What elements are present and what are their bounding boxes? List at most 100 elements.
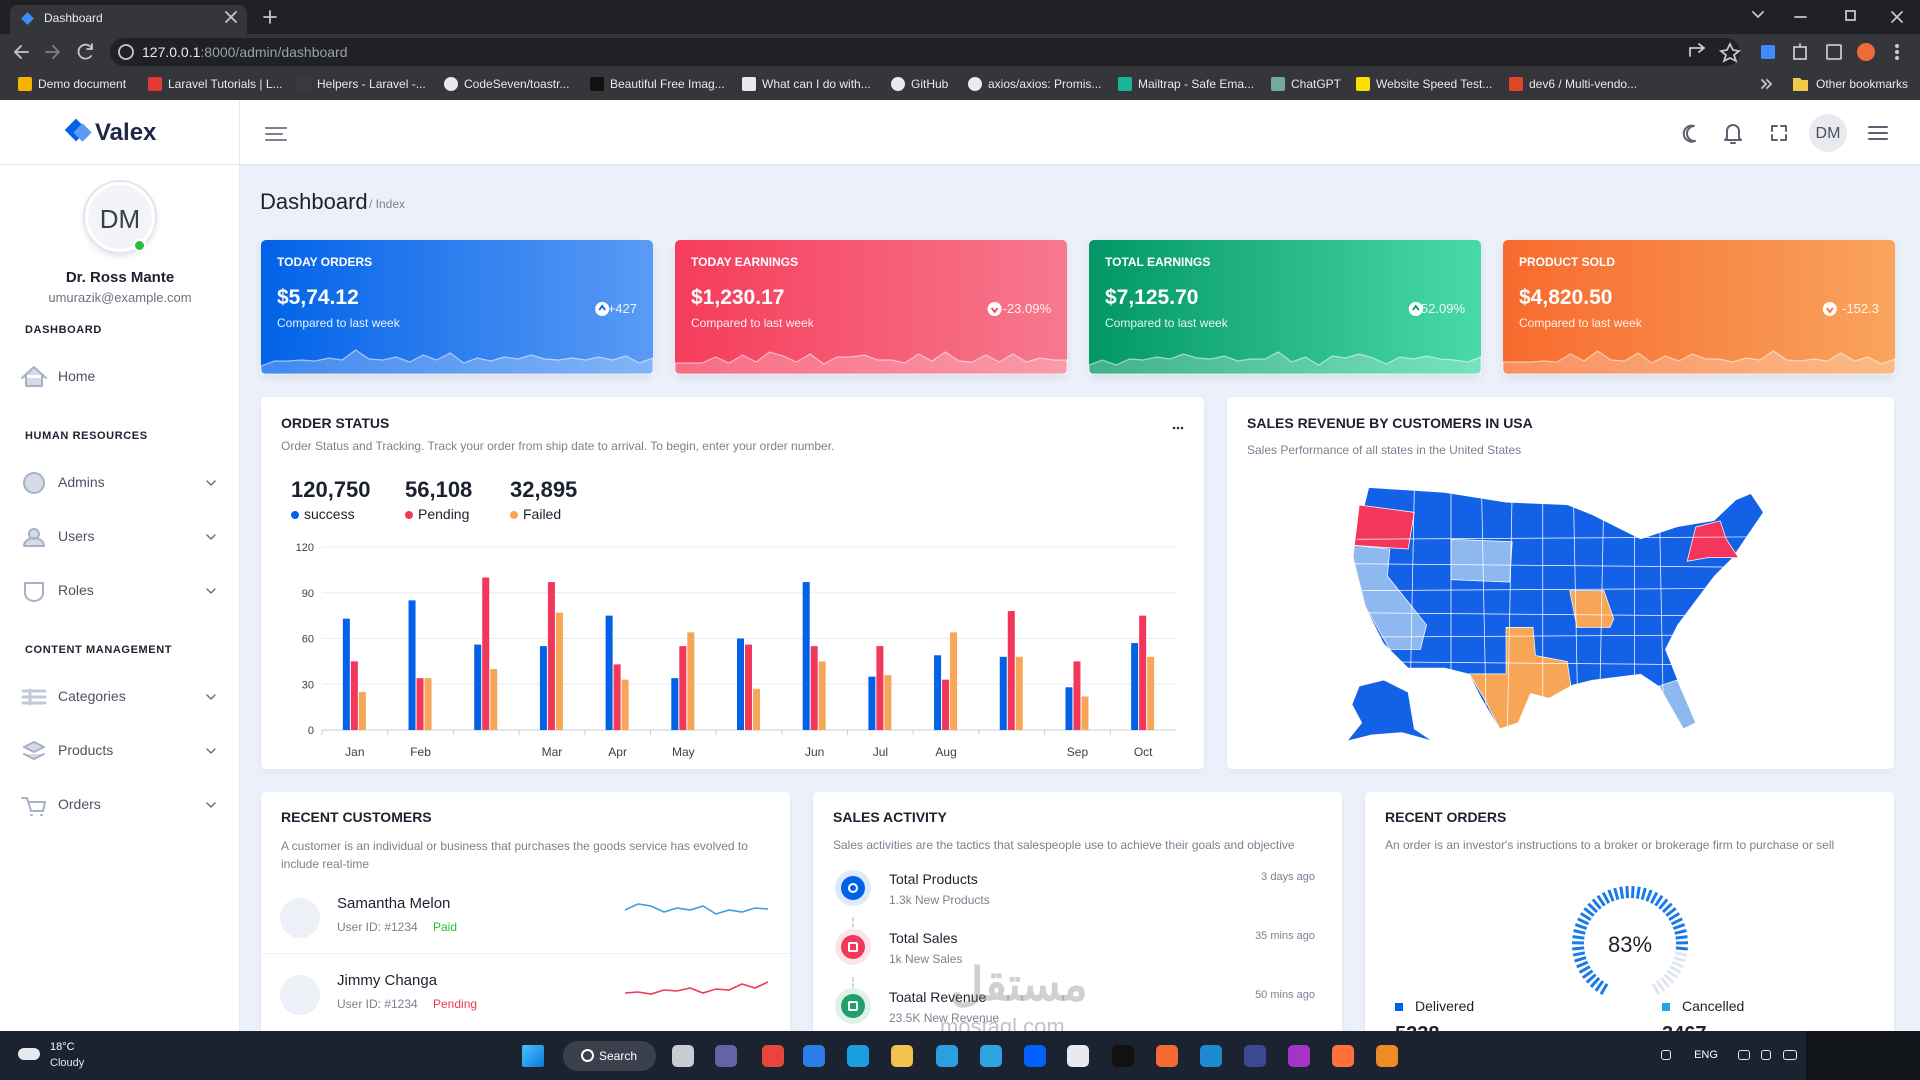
bar (342, 618, 350, 730)
card-value: $1,230.17 (691, 285, 785, 309)
taskbar-app[interactable] (980, 1045, 1002, 1067)
legend-dot (510, 511, 518, 519)
gauge-tick (1635, 886, 1641, 899)
gauge-tick (1574, 956, 1587, 963)
bookmark[interactable]: axios/axios: Promis... (988, 76, 1102, 91)
bookmark[interactable]: Website Speed Test... (1376, 76, 1493, 91)
taskbar-app[interactable] (1112, 1045, 1134, 1067)
gauge-tick (1579, 912, 1592, 922)
map-state (1346, 679, 1433, 742)
weather: Cloudy (50, 1057, 85, 1070)
watermark-logo: مستقل (950, 958, 1088, 1011)
taskbar-app[interactable] (1376, 1045, 1398, 1067)
tray-icon[interactable] (1661, 1050, 1671, 1060)
legend-swatch (1395, 1003, 1403, 1011)
bar (358, 691, 366, 730)
gauge-tick (1670, 917, 1683, 926)
taskbar-app[interactable] (847, 1045, 869, 1067)
gauge-tick (1671, 960, 1684, 969)
bookmark[interactable]: GitHub (911, 76, 949, 91)
customer-name[interactable]: Samantha Melon (337, 894, 451, 912)
bookmark[interactable]: Other bookmarks (1816, 76, 1909, 91)
bookmark[interactable]: Demo document (38, 76, 127, 91)
bookmark[interactable]: dev6 / Multi-vendo... (1529, 76, 1638, 91)
card-value: $4,820.50 (1519, 285, 1613, 309)
card-note: Compared to last week (1519, 315, 1642, 330)
bar (474, 644, 482, 730)
nav-item[interactable]: Admins (58, 474, 105, 491)
legend-label: Cancelled (1682, 998, 1745, 1015)
card-sparkline (1088, 351, 1482, 375)
taskbar-app[interactable] (1024, 1045, 1046, 1067)
taskbar-app[interactable] (1288, 1045, 1310, 1067)
bookmark[interactable]: Beautiful Free Imag... (610, 76, 725, 91)
taskbar-app[interactable] (1244, 1045, 1266, 1067)
customer-id: User ID: #1234 (337, 996, 418, 1011)
taskbar-app[interactable] (891, 1045, 913, 1067)
nav-item[interactable]: Products (58, 742, 114, 759)
gauge-tick (1640, 887, 1647, 901)
taskbar: 18°C Cloudy Search ENG (0, 1031, 1920, 1080)
tab[interactable] (10, 5, 247, 34)
taskbar-app[interactable] (1200, 1045, 1222, 1067)
taskbar-app[interactable] (762, 1045, 784, 1067)
gauge-tick (1619, 886, 1625, 899)
x-tick-label: Aug (935, 745, 956, 759)
taskbar-app[interactable] (715, 1045, 737, 1067)
taskbar-app[interactable] (672, 1045, 694, 1067)
x-tick-label: May (672, 745, 695, 759)
panel-description: Sales activities are the tactics that sa… (833, 837, 1295, 852)
search-box[interactable] (563, 1041, 656, 1071)
activity-title: Toatal Revenue (889, 989, 987, 1006)
bar (350, 661, 358, 730)
bookmark[interactable]: Laravel Tutorials | L... (168, 76, 283, 91)
gauge-tick (1587, 902, 1598, 914)
address-bar[interactable] (110, 38, 1740, 66)
bookmark-icon (1509, 77, 1523, 91)
bookmark-icon (968, 77, 982, 91)
customer-sparkline (624, 981, 769, 995)
header-avatar[interactable] (1809, 114, 1847, 152)
taskbar-app[interactable] (1332, 1045, 1354, 1067)
tray-icon[interactable] (1761, 1050, 1771, 1060)
taskbar-app[interactable] (803, 1045, 825, 1067)
header-avatar-initials: DM (1815, 125, 1841, 143)
gauge-tick (1577, 917, 1590, 926)
gauge-tick (1572, 946, 1585, 951)
bookmark-icon (444, 77, 458, 91)
nav-item[interactable]: Orders (58, 796, 101, 813)
nav-item[interactable]: Users (58, 528, 95, 545)
card-sparkline (1502, 350, 1896, 375)
tray-icon[interactable] (1783, 1050, 1797, 1060)
taskbar-app[interactable] (1067, 1045, 1089, 1067)
customer-sparkline (624, 903, 769, 915)
nav-item[interactable]: Home (58, 368, 96, 385)
card-icons (1502, 302, 1896, 375)
bar (1007, 611, 1015, 730)
bar (876, 646, 884, 730)
bookmark[interactable]: CodeSeven/toastr... (464, 76, 570, 91)
customer-name[interactable]: Jimmy Changa (337, 971, 438, 989)
customer-id: User ID: #1234 (337, 919, 418, 934)
legend-label: Failed (523, 506, 562, 523)
gauge-tick (1674, 951, 1688, 957)
taskbar-app[interactable] (936, 1045, 958, 1067)
bar (753, 688, 760, 730)
gauge-tick (1668, 912, 1681, 922)
bookmark[interactable]: Helpers - Laravel -... (317, 76, 426, 91)
panel-description: An order is an investor's instructions t… (1385, 837, 1835, 852)
tray-icon[interactable] (1738, 1050, 1750, 1060)
bookmark[interactable]: ChatGPT (1291, 76, 1342, 91)
start-button[interactable] (522, 1045, 544, 1067)
bar (490, 669, 498, 730)
nav-item[interactable]: Categories (58, 688, 126, 705)
taskbar-app[interactable] (1156, 1045, 1178, 1067)
bookmark[interactable]: Mailtrap - Safe Ema... (1138, 76, 1255, 91)
bar (745, 644, 752, 730)
bookmark-icon (18, 77, 32, 91)
customer-avatar (280, 898, 320, 938)
bookmark-icon (590, 77, 604, 91)
nav-item[interactable]: Roles (58, 582, 94, 599)
bookmark[interactable]: What can I do with... (762, 76, 871, 91)
trend-arrow (990, 307, 999, 314)
